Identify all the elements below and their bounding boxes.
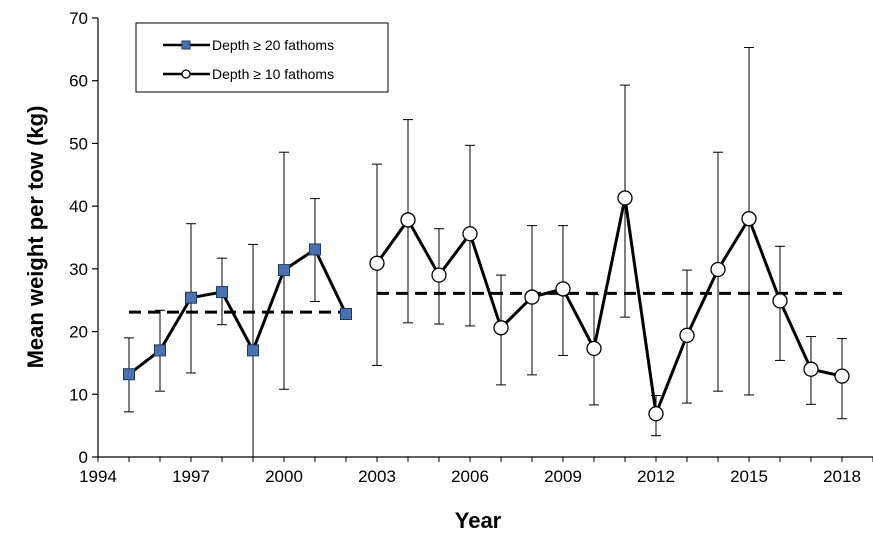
- error-bars: [124, 46, 847, 458]
- legend-label-depth-10: Depth ≥ 10 fathoms: [212, 66, 334, 82]
- x-tick-label: 2012: [637, 467, 675, 486]
- data-point-circle: [462, 226, 478, 242]
- data-point-circle: [834, 368, 850, 384]
- data-point-circle: [369, 255, 385, 271]
- data-point-square: [340, 308, 352, 321]
- y-tick-label: 30: [69, 260, 88, 279]
- x-tick-label: 1994: [79, 467, 117, 486]
- y-tick-label: 70: [69, 9, 88, 28]
- y-tick-label: 50: [69, 134, 88, 153]
- data-point-square: [154, 344, 166, 357]
- data-point-square: [309, 243, 321, 256]
- data-point-square: [278, 264, 290, 277]
- y-tick-label: 20: [69, 323, 88, 342]
- data-point-circle: [617, 190, 633, 206]
- data-point-square: [185, 291, 197, 304]
- data-point-circle: [524, 289, 540, 305]
- y-tick-label: 60: [69, 72, 88, 91]
- series-line: [375, 196, 843, 416]
- x-tick-label: 1997: [172, 467, 210, 486]
- legend-box: [135, 22, 389, 93]
- data-point-circle: [400, 212, 416, 228]
- y-tick-label: 10: [69, 385, 88, 404]
- mean-lines: [129, 291, 842, 314]
- series-markers: [123, 190, 850, 422]
- tick-labels: 0 10 20 30 40 50 60 70 1994 1997 2000 2003 2006 2009 2…: [69, 9, 861, 486]
- x-tick-label: 2006: [451, 467, 489, 486]
- data-point-circle: [679, 327, 695, 343]
- data-point-circle: [431, 267, 447, 283]
- y-axis-title: Mean weight per tow (kg): [23, 106, 48, 369]
- data-point-square: [123, 368, 135, 381]
- legend-marker-circle: [181, 69, 191, 79]
- data-point-circle: [648, 406, 664, 422]
- legend-marker-square: [181, 40, 191, 50]
- axes: [92, 17, 873, 462]
- y-tick-label: 0: [79, 448, 88, 467]
- data-point-circle: [710, 261, 726, 278]
- y-tick-label: 40: [69, 197, 88, 216]
- x-axis-title: Year: [455, 508, 502, 533]
- data-point-circle: [772, 293, 788, 309]
- x-tick-label: 2000: [265, 467, 303, 486]
- data-point-circle: [555, 281, 571, 297]
- data-point-circle: [741, 211, 757, 227]
- x-tick-label: 2015: [730, 467, 768, 486]
- x-tick-label: 2009: [544, 467, 582, 486]
- data-point-circle: [803, 361, 819, 377]
- series-lines: [128, 196, 843, 416]
- x-tick-label: 2018: [823, 467, 861, 486]
- data-point-circle: [586, 340, 602, 357]
- legend-label-depth-20: Depth ≥ 20 fathoms: [212, 37, 334, 53]
- data-point-circle: [493, 320, 509, 336]
- data-point-square: [247, 344, 259, 357]
- x-tick-label: 2003: [358, 467, 396, 486]
- data-point-square: [216, 286, 228, 299]
- legend: Depth ≥ 20 fathoms Depth ≥ 10 fathoms: [135, 22, 389, 93]
